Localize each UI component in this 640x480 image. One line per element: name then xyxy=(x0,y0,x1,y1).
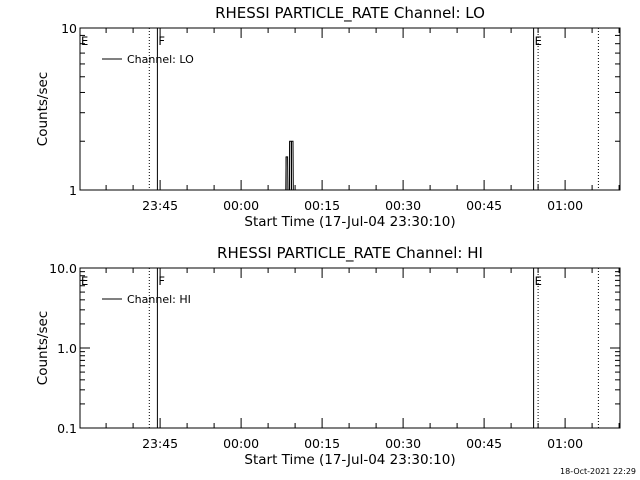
x-tick-label: 00:30 xyxy=(385,436,421,451)
legend-label: Channel: HI xyxy=(127,293,191,306)
y-tick-label: 0.1 xyxy=(57,421,77,436)
panel-hi: RHESSI PARTICLE_RATE Channel: HI 0.1 1.0 10… xyxy=(35,244,621,468)
event-label: F xyxy=(158,274,165,288)
x-tick-label: 23:45 xyxy=(142,436,178,451)
x-tick-label: 00:00 xyxy=(223,436,259,451)
plot-frame xyxy=(79,267,621,429)
x-tick-label: 01:00 xyxy=(547,198,583,213)
y-tick-label: 10.0 xyxy=(49,261,77,276)
x-tick-label: 23:45 xyxy=(142,198,178,213)
y-tick-label: 1.0 xyxy=(57,341,77,356)
chart-title: RHESSI PARTICLE_RATE Channel: LO xyxy=(215,4,485,23)
y-tick-label: 1 xyxy=(69,183,77,198)
plot-timestamp: 18-Oct-2021 22:29 xyxy=(560,467,636,476)
edge-event-label: E xyxy=(81,274,88,288)
x-axis-label: Start Time (17-Jul-04 23:30:10) xyxy=(244,214,455,230)
x-tick-label: 00:45 xyxy=(466,198,502,213)
y-axis-label: Counts/sec xyxy=(35,311,51,385)
event-label: F xyxy=(158,34,165,48)
plot-frame xyxy=(79,27,621,191)
legend-label: Channel: LO xyxy=(127,53,194,66)
x-tick-label: 00:30 xyxy=(385,198,421,213)
x-tick-label: 00:15 xyxy=(304,198,340,213)
x-tick-label: 00:15 xyxy=(304,436,340,451)
y-axis-label: Counts/sec xyxy=(35,72,51,146)
y-tick-label: 10 xyxy=(61,21,77,36)
x-tick-label: 00:00 xyxy=(223,198,259,213)
edge-event-label: E xyxy=(81,34,88,48)
chart-title: RHESSI PARTICLE_RATE Channel: HI xyxy=(217,244,483,263)
x-axis-label: Start Time (17-Jul-04 23:30:10) xyxy=(244,452,455,468)
x-tick-label: 00:45 xyxy=(466,436,502,451)
x-tick-label: 01:00 xyxy=(547,436,583,451)
panel-lo: RHESSI PARTICLE_RATE Channel: LO 1 10 23:45… xyxy=(35,4,621,230)
